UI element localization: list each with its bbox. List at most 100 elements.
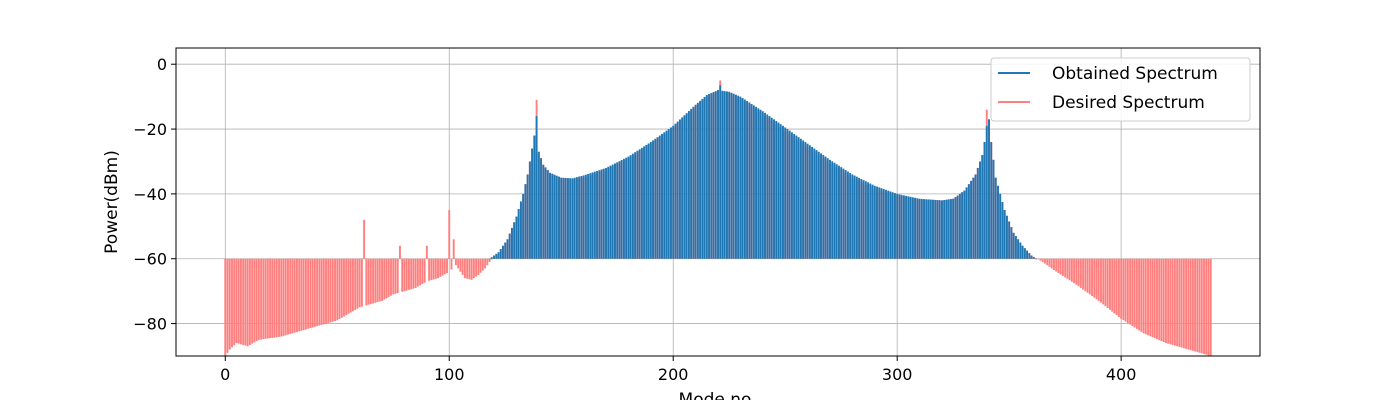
desired-bar: [1086, 258, 1089, 293]
desired-bar: [338, 258, 341, 320]
desired-bar: [1171, 258, 1174, 345]
obtained-bar: [734, 94, 737, 259]
obtained-bar: [752, 105, 755, 259]
desired-bar: [452, 239, 455, 259]
desired-bar: [488, 258, 491, 262]
obtained-bar: [634, 152, 637, 259]
obtained-bar: [781, 125, 784, 259]
obtained-bar: [696, 102, 699, 259]
desired-bar: [383, 258, 386, 300]
desired-bar: [1108, 258, 1111, 310]
desired-bar: [490, 258, 493, 260]
obtained-bar: [885, 189, 887, 259]
desired-bar: [284, 258, 287, 336]
obtained-bar: [840, 167, 843, 259]
obtained-bar: [499, 249, 502, 259]
obtained-bar: [515, 216, 518, 259]
obtained-bar: [851, 174, 854, 259]
obtained-bar: [761, 111, 764, 259]
desired-bar: [237, 258, 240, 344]
obtained-bar: [1021, 245, 1024, 259]
desired-bar: [298, 258, 301, 332]
desired-bar: [1176, 258, 1179, 347]
desired-bar: [1073, 258, 1076, 284]
desired-bar: [1185, 258, 1188, 349]
desired-bar: [233, 258, 236, 346]
desired-bar: [468, 258, 471, 280]
desired-bar: [1044, 258, 1046, 264]
obtained-bar: [687, 111, 690, 259]
obtained-bar: [656, 137, 659, 259]
desired-bar: [367, 258, 370, 305]
obtained-bar: [871, 184, 874, 259]
desired-bar: [278, 258, 280, 337]
obtained-bar: [710, 93, 713, 259]
desired-bar: [257, 258, 260, 340]
desired-bar: [1129, 258, 1132, 325]
desired-bar: [381, 258, 384, 301]
desired-bar: [309, 258, 312, 329]
y-axis-label: Power(dBm): [102, 150, 122, 254]
obtained-bar: [631, 153, 634, 259]
obtained-bar: [705, 95, 708, 259]
obtained-bar: [799, 138, 802, 259]
obtained-bar: [741, 98, 744, 259]
desired-bar: [228, 258, 231, 350]
obtained-bar: [551, 173, 554, 259]
desired-bar: [1082, 258, 1085, 290]
desired-bar: [343, 258, 345, 317]
obtained-bar: [750, 103, 753, 259]
obtained-bar: [766, 114, 769, 259]
desired-bar: [1153, 258, 1156, 339]
legend-label-obtained: Obtained Spectrum: [1052, 64, 1218, 84]
desired-bar: [271, 258, 274, 338]
desired-bar: [374, 258, 377, 303]
obtained-bar: [846, 171, 849, 259]
desired-bar: [1064, 258, 1067, 278]
desired-bar: [1173, 258, 1176, 346]
obtained-bar: [842, 168, 845, 259]
desired-bar: [1203, 258, 1205, 355]
obtained-bar: [708, 94, 710, 259]
obtained-bar: [528, 161, 531, 259]
desired-bar: [378, 258, 381, 302]
desired-bar: [401, 258, 404, 292]
obtained-bar: [665, 130, 668, 259]
obtained-bar: [936, 200, 939, 259]
obtained-bar: [806, 143, 809, 259]
obtained-bar: [732, 93, 735, 259]
obtained-bar: [891, 192, 894, 259]
desired-bar: [461, 258, 464, 275]
desired-bar: [327, 258, 330, 323]
desired-bar: [235, 258, 238, 344]
obtained-bar: [739, 96, 742, 259]
obtained-bar: [573, 177, 576, 259]
obtained-bar: [831, 161, 834, 259]
desired-bar: [273, 258, 276, 338]
desired-bar: [1066, 258, 1069, 279]
desired-bar: [264, 258, 267, 339]
obtained-bar: [602, 168, 605, 259]
desired-bar: [1149, 258, 1152, 337]
desired-bar: [466, 258, 469, 279]
obtained-bar: [663, 132, 666, 259]
desired-bar: [1113, 258, 1116, 314]
obtained-bar: [522, 193, 525, 259]
obtained-bar: [829, 159, 831, 259]
desired-bar: [369, 258, 372, 305]
obtained-bar: [743, 99, 746, 259]
desired-bar: [1142, 258, 1145, 334]
desired-bar: [1059, 258, 1062, 275]
desired-bar: [1117, 258, 1120, 317]
obtained-bar: [858, 177, 861, 259]
desired-bar: [318, 258, 321, 326]
obtained-bar: [605, 167, 607, 259]
obtained-bar: [824, 156, 827, 259]
desired-bar: [287, 258, 289, 335]
obtained-bar: [994, 177, 997, 259]
desired-bar: [313, 258, 316, 327]
obtained-bar: [918, 198, 921, 259]
desired-bar: [1088, 258, 1091, 295]
obtained-bar: [670, 127, 672, 259]
obtained-bar: [533, 135, 536, 259]
